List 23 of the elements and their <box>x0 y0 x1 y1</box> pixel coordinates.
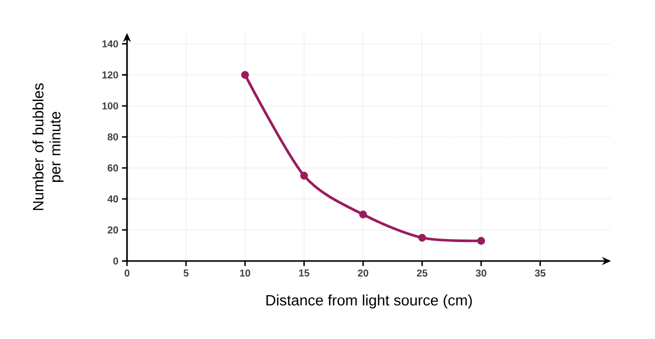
y-tick-label: 40 <box>108 195 118 202</box>
x-tick-label: 0 <box>124 270 130 277</box>
point <box>477 236 486 245</box>
x-tick-label: 30 <box>476 270 486 277</box>
point <box>300 172 308 180</box>
y-tick-label: 120 <box>102 71 118 78</box>
x-tick-label: 5 <box>184 270 189 276</box>
y-tick-label: 60 <box>108 164 118 172</box>
point <box>418 234 426 242</box>
y-axis-title: Number of bubbles per minute <box>32 83 64 210</box>
x-axis-title: Distance from light source (cm) <box>266 294 472 308</box>
point <box>241 70 249 79</box>
y-tick-label: 100 <box>102 102 118 110</box>
x-tick-label: 15 <box>299 270 310 276</box>
x-tick-label: 25 <box>416 270 428 277</box>
y-tick-label: 20 <box>108 226 118 234</box>
x-tick-label: 35 <box>534 270 546 277</box>
x-tick-label: 10 <box>240 270 250 277</box>
y-tick-label: 0 <box>113 257 118 265</box>
x-tick-label: 20 <box>358 270 368 277</box>
y-tick-label: 80 <box>108 133 118 140</box>
y-tick-label: 140 <box>102 40 118 48</box>
point <box>359 210 367 218</box>
